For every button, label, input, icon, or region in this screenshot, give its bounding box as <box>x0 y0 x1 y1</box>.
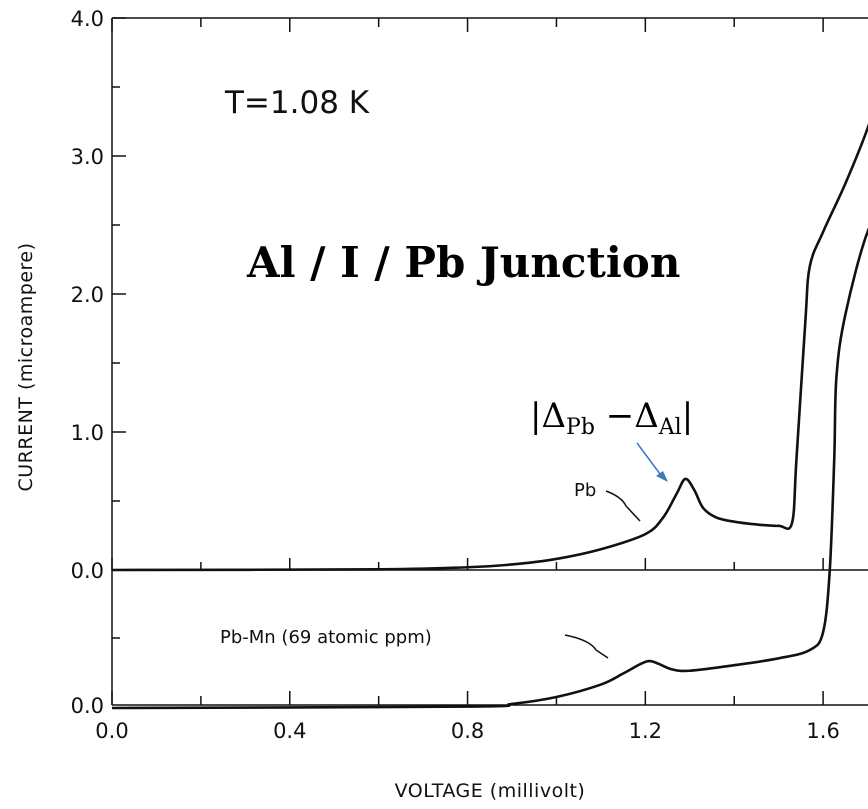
gap-annotation-sub-pb: Pb <box>566 415 595 440</box>
series-line-pb <box>111 123 868 572</box>
series-lines <box>111 123 868 710</box>
tick-labels: 0.0 0.4 0.8 1.2 1.6 0.0 1.0 2.0 3.0 4.0 0.0 <box>71 7 840 743</box>
chart-subtitle: T=1.08 K <box>224 85 370 121</box>
plot-frame <box>111 17 868 706</box>
x-tick-label: 1.2 <box>629 719 662 743</box>
series-line-pbmn <box>111 227 868 710</box>
y-tick-label-lower-zero: 0.0 <box>71 694 104 718</box>
series-label-pb-leader <box>605 490 641 522</box>
x-tick-label: 1.6 <box>806 719 839 743</box>
y-tick-label: 3.0 <box>71 145 104 169</box>
series-label-pb: Pb <box>574 480 596 501</box>
x-tick-label: 0.4 <box>273 719 306 743</box>
gap-annotation: |ΔPb −ΔAl| <box>530 396 693 440</box>
gap-arrow-line <box>636 442 664 479</box>
y-tick-label: 2.0 <box>71 283 104 307</box>
x-tick-label: 0.0 <box>95 719 128 743</box>
gap-annotation-sub-al: Al <box>658 415 682 440</box>
series-label-pbmn: Pb-Mn (69 atomic ppm) <box>220 627 432 648</box>
y-axis-title: CURRENT (microampere) <box>15 242 37 491</box>
tick-marks <box>111 17 824 705</box>
x-axis-title: VOLTAGE (millivolt) <box>395 780 586 802</box>
x-tick-label: 0.8 <box>451 719 484 743</box>
y-tick-label: 4.0 <box>71 7 104 31</box>
gap-annotation-close: | <box>682 396 693 436</box>
gap-annotation-mid: −Δ <box>595 396 659 436</box>
y-tick-label: 1.0 <box>71 421 104 445</box>
gap-annotation-open: |Δ <box>530 396 566 436</box>
y-tick-label: 0.0 <box>71 559 104 583</box>
chart-title: Al / I / Pb Junction <box>246 238 680 287</box>
gap-arrow-head <box>656 471 668 482</box>
series-label-pbmn-leader <box>564 634 609 659</box>
